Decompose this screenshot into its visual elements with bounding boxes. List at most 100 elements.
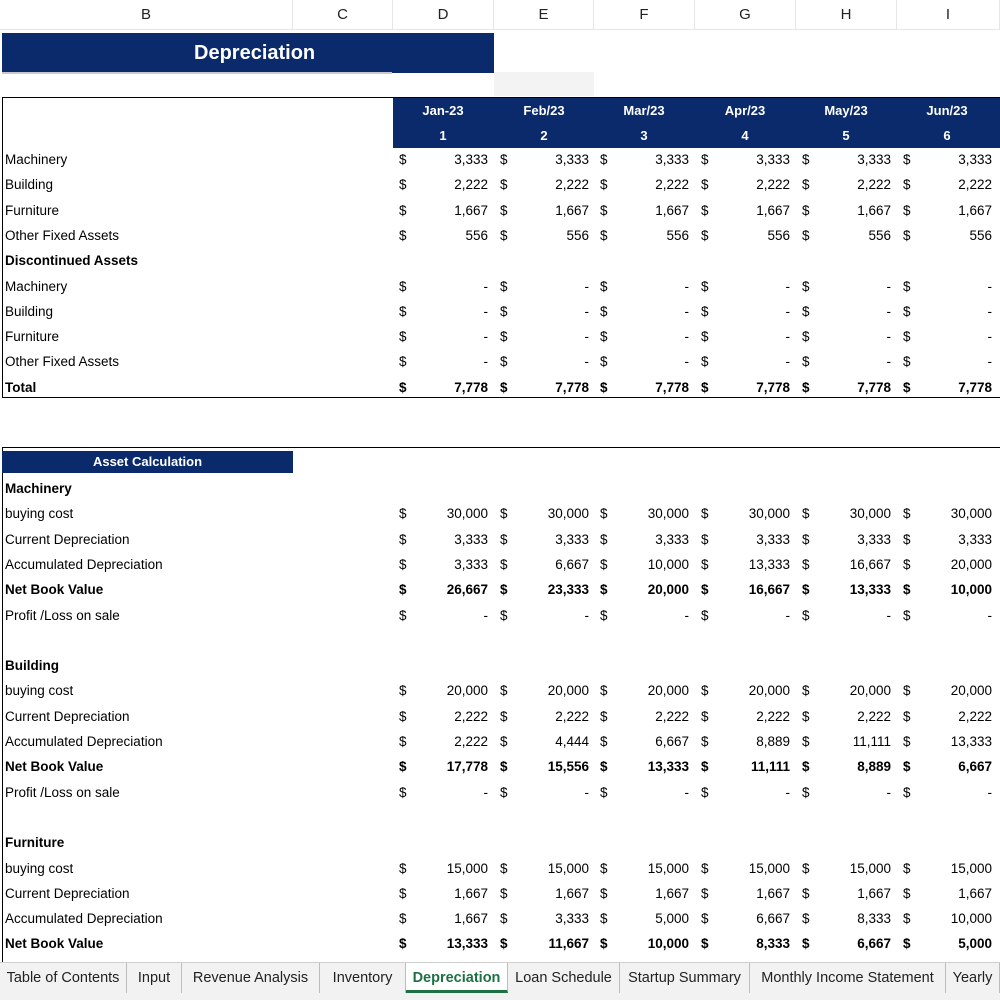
- row-label[interactable]: Discontinued Assets: [5, 253, 139, 269]
- row-label[interactable]: Machinery: [5, 481, 72, 496]
- row-label[interactable]: Total: [5, 379, 37, 395]
- row-label[interactable]: Building: [5, 177, 54, 193]
- value-cell[interactable]: -: [483, 607, 489, 623]
- sheet-tab-depreciation[interactable]: Depreciation: [406, 963, 508, 993]
- row-label[interactable]: Net Book Value: [5, 582, 104, 598]
- value-cell[interactable]: 3,333: [958, 531, 992, 547]
- row-label[interactable]: Furniture: [5, 329, 60, 345]
- value-cell[interactable]: -: [684, 303, 690, 319]
- value-cell[interactable]: 7,778: [655, 379, 689, 395]
- value-cell[interactable]: -: [886, 278, 892, 294]
- value-cell[interactable]: 6,667: [555, 556, 589, 572]
- row-label[interactable]: Furniture: [5, 202, 60, 218]
- value-cell[interactable]: 2,222: [454, 734, 488, 749]
- value-cell[interactable]: 556: [465, 227, 488, 243]
- value-cell[interactable]: -: [483, 354, 489, 370]
- value-cell[interactable]: 11,667: [548, 936, 589, 952]
- value-cell[interactable]: 2,222: [958, 708, 992, 724]
- value-cell[interactable]: 15,000: [547, 860, 589, 876]
- row-label[interactable]: Accumulated Depreciation: [5, 556, 163, 572]
- sheet-tab-startup-summary[interactable]: Startup Summary: [620, 963, 750, 993]
- value-cell[interactable]: 3,333: [555, 152, 589, 167]
- value-cell[interactable]: 1,667: [454, 885, 488, 901]
- sheet-tab-revenue-analysis[interactable]: Revenue Analysis: [182, 963, 320, 993]
- value-cell[interactable]: 2,222: [857, 177, 891, 193]
- value-cell[interactable]: 20,000: [950, 556, 992, 572]
- value-cell[interactable]: 6,667: [655, 734, 689, 749]
- value-cell[interactable]: 4,444: [555, 734, 589, 749]
- value-cell[interactable]: 1,667: [958, 202, 992, 218]
- value-cell[interactable]: 3,333: [655, 152, 689, 167]
- value-cell[interactable]: -: [987, 329, 993, 345]
- value-cell[interactable]: -: [584, 607, 590, 623]
- value-cell[interactable]: 20,000: [748, 683, 790, 699]
- value-cell[interactable]: 11,111: [750, 759, 790, 775]
- value-cell[interactable]: -: [987, 354, 993, 370]
- sheet-tab-loan-schedule[interactable]: Loan Schedule: [508, 963, 620, 993]
- value-cell[interactable]: 1,667: [857, 885, 891, 901]
- value-cell[interactable]: -: [483, 784, 489, 800]
- column-header-i[interactable]: I: [897, 0, 1000, 30]
- value-cell[interactable]: 8,333: [857, 911, 891, 927]
- column-header-f[interactable]: F: [594, 0, 695, 30]
- value-cell[interactable]: 8,889: [857, 759, 891, 775]
- value-cell[interactable]: 3,333: [454, 556, 488, 572]
- value-cell[interactable]: 556: [566, 227, 589, 243]
- value-cell[interactable]: 6,667: [958, 759, 992, 775]
- value-cell[interactable]: 20,000: [446, 683, 488, 699]
- value-cell[interactable]: 7,778: [857, 379, 891, 395]
- value-cell[interactable]: 10,000: [647, 556, 689, 572]
- sheet-title-band[interactable]: Depreciation: [2, 33, 494, 73]
- column-header-c[interactable]: C: [293, 0, 393, 30]
- value-cell[interactable]: 23,333: [547, 582, 589, 598]
- value-cell[interactable]: 3,333: [454, 531, 488, 547]
- row-label[interactable]: Profit /Loss on sale: [5, 607, 120, 623]
- value-cell[interactable]: 15,556: [547, 759, 589, 775]
- value-cell[interactable]: 20,000: [547, 683, 589, 699]
- value-cell[interactable]: 1,667: [555, 202, 589, 218]
- value-cell[interactable]: -: [584, 784, 590, 800]
- sheet-tab-table-of-contents[interactable]: Table of Contents: [0, 963, 127, 993]
- column-header-e[interactable]: E: [494, 0, 594, 30]
- value-cell[interactable]: 1,667: [655, 885, 689, 901]
- value-cell[interactable]: 5,000: [958, 936, 992, 952]
- value-cell[interactable]: -: [987, 278, 993, 294]
- value-cell[interactable]: 1,667: [454, 911, 488, 927]
- value-cell[interactable]: 556: [969, 227, 992, 243]
- value-cell[interactable]: -: [886, 329, 892, 345]
- value-cell[interactable]: -: [886, 303, 892, 319]
- value-cell[interactable]: 13,333: [950, 734, 992, 749]
- value-cell[interactable]: 2,222: [655, 177, 689, 193]
- value-cell[interactable]: -: [684, 329, 690, 345]
- value-cell[interactable]: 3,333: [958, 152, 992, 167]
- column-header-g[interactable]: G: [695, 0, 796, 30]
- value-cell[interactable]: 20,000: [647, 683, 689, 699]
- value-cell[interactable]: 3,333: [655, 531, 689, 547]
- value-cell[interactable]: -: [584, 354, 590, 370]
- value-cell[interactable]: -: [886, 354, 892, 370]
- value-cell[interactable]: -: [483, 278, 489, 294]
- value-cell[interactable]: 1,667: [857, 202, 891, 218]
- value-cell[interactable]: -: [886, 784, 892, 800]
- value-cell[interactable]: 13,333: [446, 936, 488, 952]
- value-cell[interactable]: 2,222: [555, 177, 589, 193]
- value-cell[interactable]: 5,000: [655, 911, 689, 927]
- value-cell[interactable]: 10,000: [950, 582, 992, 598]
- value-cell[interactable]: 2,222: [454, 708, 488, 724]
- value-cell[interactable]: 11,111: [852, 734, 891, 749]
- row-label[interactable]: Building: [5, 658, 59, 674]
- value-cell[interactable]: 2,222: [958, 177, 992, 193]
- selected-cell-highlight[interactable]: [494, 72, 594, 96]
- value-cell[interactable]: 2,222: [857, 708, 891, 724]
- value-cell[interactable]: 2,222: [454, 177, 488, 193]
- value-cell[interactable]: 10,000: [647, 936, 689, 952]
- row-label[interactable]: Other Fixed Assets: [5, 227, 120, 243]
- row-label[interactable]: buying cost: [5, 506, 74, 522]
- value-cell[interactable]: 556: [767, 227, 790, 243]
- value-cell[interactable]: -: [987, 303, 993, 319]
- value-cell[interactable]: 2,222: [555, 708, 589, 724]
- row-label[interactable]: Other Fixed Assets: [5, 354, 120, 370]
- value-cell[interactable]: 7,778: [555, 379, 589, 395]
- value-cell[interactable]: -: [684, 784, 690, 800]
- value-cell[interactable]: 1,667: [655, 202, 689, 218]
